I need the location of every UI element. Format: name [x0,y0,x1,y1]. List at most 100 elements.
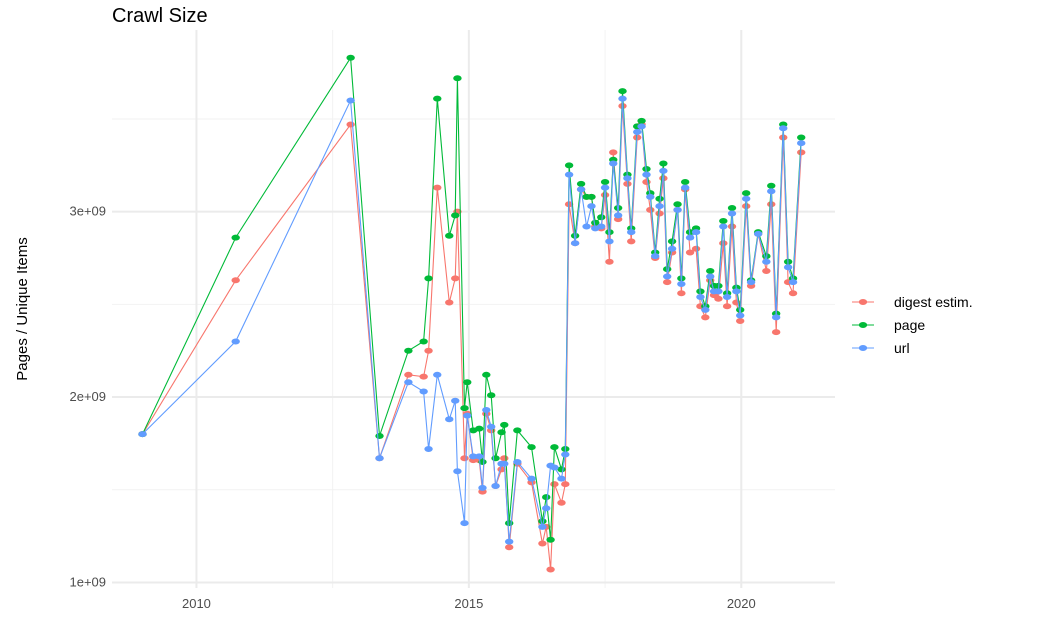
data-point [753,230,763,237]
data-point [475,453,484,460]
data-point [722,293,732,300]
legend-item: digest estim. [852,294,973,310]
data-point [453,468,462,475]
data-point [487,423,496,430]
data-point [445,416,454,423]
data-point [691,229,701,236]
data-point [609,160,618,167]
data-point [375,432,384,439]
legend-marker [858,299,868,305]
data-point [564,162,574,169]
data-point [642,171,651,178]
data-point [463,379,472,386]
grid [112,30,835,588]
data-point [627,229,636,236]
data-point [667,245,677,252]
data-point [550,444,559,451]
data-point [546,536,555,543]
data-point [732,288,741,295]
data-point [346,54,355,61]
data-point [767,182,776,189]
x-axis: 2010 2015 2020 [182,596,756,611]
y-axis: 1e+09 2e+09 3e+09 [69,204,106,590]
data-point [741,195,751,202]
data-point [673,201,682,208]
x-tick-label: 2020 [727,596,756,611]
data-point [722,303,732,310]
data-point [655,203,664,210]
data-point [478,484,487,491]
data-point [696,293,705,300]
data-point [788,290,798,297]
data-point [779,125,788,132]
data-point [767,188,776,195]
data-point [719,217,728,224]
data-point [460,455,469,462]
data-point [445,232,454,239]
data-point [561,481,570,488]
data-point [680,179,690,186]
data-point [600,184,610,191]
legend-item: page [852,317,925,333]
data-point [727,210,737,217]
legend-marker [858,345,868,351]
data-point [706,273,715,280]
data-point [513,458,522,465]
data-point [582,223,591,230]
data-point [623,175,632,182]
data-point [771,329,781,336]
data-point [463,412,472,419]
data-point [600,191,610,198]
data-point [600,179,610,186]
series-url [138,95,806,545]
data-point [557,499,566,506]
data-point [482,407,491,414]
series-layer [138,54,806,573]
chart-title: Crawl Size [112,5,208,27]
series-digest-estim [138,103,806,573]
data-point [667,238,677,245]
data-point [504,520,514,527]
data-point [576,180,586,187]
data-point [633,128,642,135]
data-point [618,88,627,95]
data-point [714,295,723,302]
data-point [433,371,442,378]
data-point [538,523,547,530]
data-point [673,206,682,213]
data-point [451,397,460,404]
data-point [637,123,646,130]
data-point [797,149,806,156]
data-point [538,518,547,525]
data-point [546,566,555,573]
data-point [646,193,655,200]
data-point [587,193,596,200]
data-point [231,234,240,241]
data-point [701,314,710,321]
data-point [497,429,506,436]
data-point [527,475,536,482]
data-point [550,481,559,488]
data-point [646,206,655,213]
data-point [469,453,478,460]
data-point [504,538,514,545]
data-point [662,279,672,286]
data-point [762,258,771,265]
data-point [424,347,433,354]
data-point [762,267,771,274]
data-point [788,279,798,286]
data-point [746,279,756,286]
data-point [597,214,606,221]
legend-label: url [894,340,910,356]
data-point [627,238,636,245]
y-axis-label: Pages / Unique Items [14,237,31,380]
x-tick-label: 2010 [182,596,211,611]
data-point [613,212,623,219]
data-point [491,483,500,490]
data-point [735,318,745,325]
data-point [542,494,551,501]
legend-item: url [852,340,910,356]
data-point [618,95,627,102]
data-point [719,240,728,247]
